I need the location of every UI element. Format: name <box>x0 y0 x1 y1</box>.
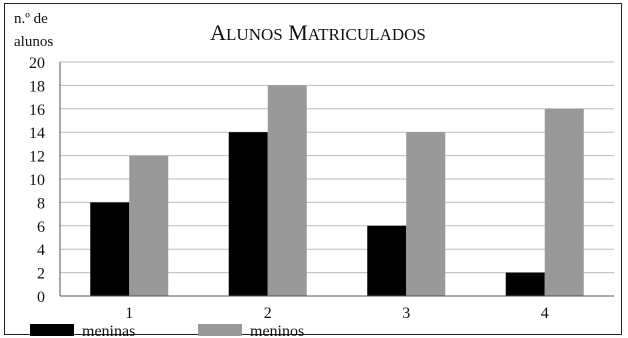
x-tick-label: 3 <box>402 305 410 322</box>
y-tick-label: 16 <box>29 102 45 119</box>
y-tick-label: 18 <box>29 78 45 95</box>
y-axis-label-line2: alunos <box>14 34 53 50</box>
y-axis-label-line1: n.º de <box>14 11 48 27</box>
legend-label-meninas: meninas <box>82 323 135 338</box>
bar-meninas-4 <box>505 272 545 296</box>
y-tick-label: 12 <box>29 149 45 166</box>
legend-label-meninos: meninos <box>250 323 304 338</box>
bars <box>90 85 584 297</box>
y-tick-label: 2 <box>37 266 45 283</box>
axes <box>59 62 614 297</box>
bar-meninos-3 <box>406 132 446 296</box>
y-tick-label: 20 <box>29 55 45 72</box>
bar-meninas-3 <box>367 225 407 296</box>
y-tick-label: 10 <box>29 172 45 189</box>
bar-meninos-2 <box>267 85 307 297</box>
y-tick-label: 6 <box>37 219 45 236</box>
chart-title: ALUNOS MATRICULADOS <box>210 20 426 45</box>
y-tick-label: 0 <box>37 289 45 306</box>
legend: meninas meninos <box>30 323 304 338</box>
bar-meninos-1 <box>129 155 169 296</box>
legend-swatch-meninos <box>198 324 242 336</box>
y-tick-label: 4 <box>37 242 45 259</box>
x-tick-labels: 1 2 3 4 <box>125 305 549 322</box>
y-tick-label: 14 <box>29 125 45 142</box>
y-tick-label: 8 <box>37 195 45 212</box>
bar-meninas-1 <box>90 202 130 296</box>
bar-meninos-4 <box>544 108 584 296</box>
bar-meninas-2 <box>228 132 268 296</box>
legend-swatch-meninas <box>30 324 74 336</box>
y-tick-labels: 0 2 4 6 8 10 12 14 16 18 20 <box>29 55 45 306</box>
x-tick-label: 4 <box>541 305 549 322</box>
x-tick-label: 2 <box>264 305 272 322</box>
x-tick-label: 1 <box>125 305 133 322</box>
